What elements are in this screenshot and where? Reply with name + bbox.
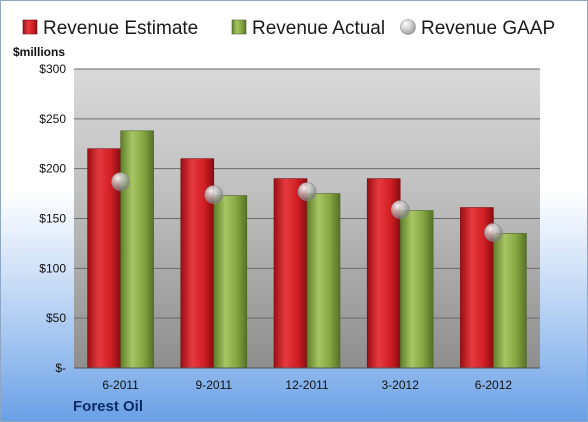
company-name: Forest Oil [73,398,144,415]
legend-swatch [231,19,247,35]
y-tick-label: $200 [39,162,66,176]
y-tick-label: $100 [39,261,66,275]
x-tick-label: 6-2012 [475,378,513,392]
y-tick-label: $150 [39,212,66,226]
x-tick-label: 3-2012 [382,378,420,392]
bar-revenue-actual [399,210,434,369]
legend-entry: Revenue GAAP [421,18,555,39]
x-tick-label: 12-2011 [285,378,328,392]
point-revenue-gaap [111,172,130,191]
y-tick-label: $300 [39,62,66,76]
y-tick-label: $- [55,361,66,375]
y-axis-label: $millions [13,45,65,59]
point-revenue-gaap [390,200,410,219]
x-tick-label: 9-2011 [196,378,233,392]
bar-revenue-actual [213,195,248,369]
point-revenue-gaap [204,185,224,204]
bar-revenue-actual [493,233,527,369]
bar-revenue-estimate [273,178,308,369]
legend-swatch [400,19,416,35]
y-tick-label: $250 [39,112,66,126]
legend-entry: Revenue Actual [252,18,385,39]
legend-swatch [22,19,38,35]
point-revenue-gaap [484,223,503,242]
legend-entry: Revenue Estimate [43,18,198,39]
bar-revenue-actual [306,193,341,369]
y-tick-label: $50 [46,311,66,325]
point-revenue-gaap [297,182,317,201]
x-tick-label: 6-2011 [102,378,139,392]
bar-revenue-actual [120,130,154,369]
